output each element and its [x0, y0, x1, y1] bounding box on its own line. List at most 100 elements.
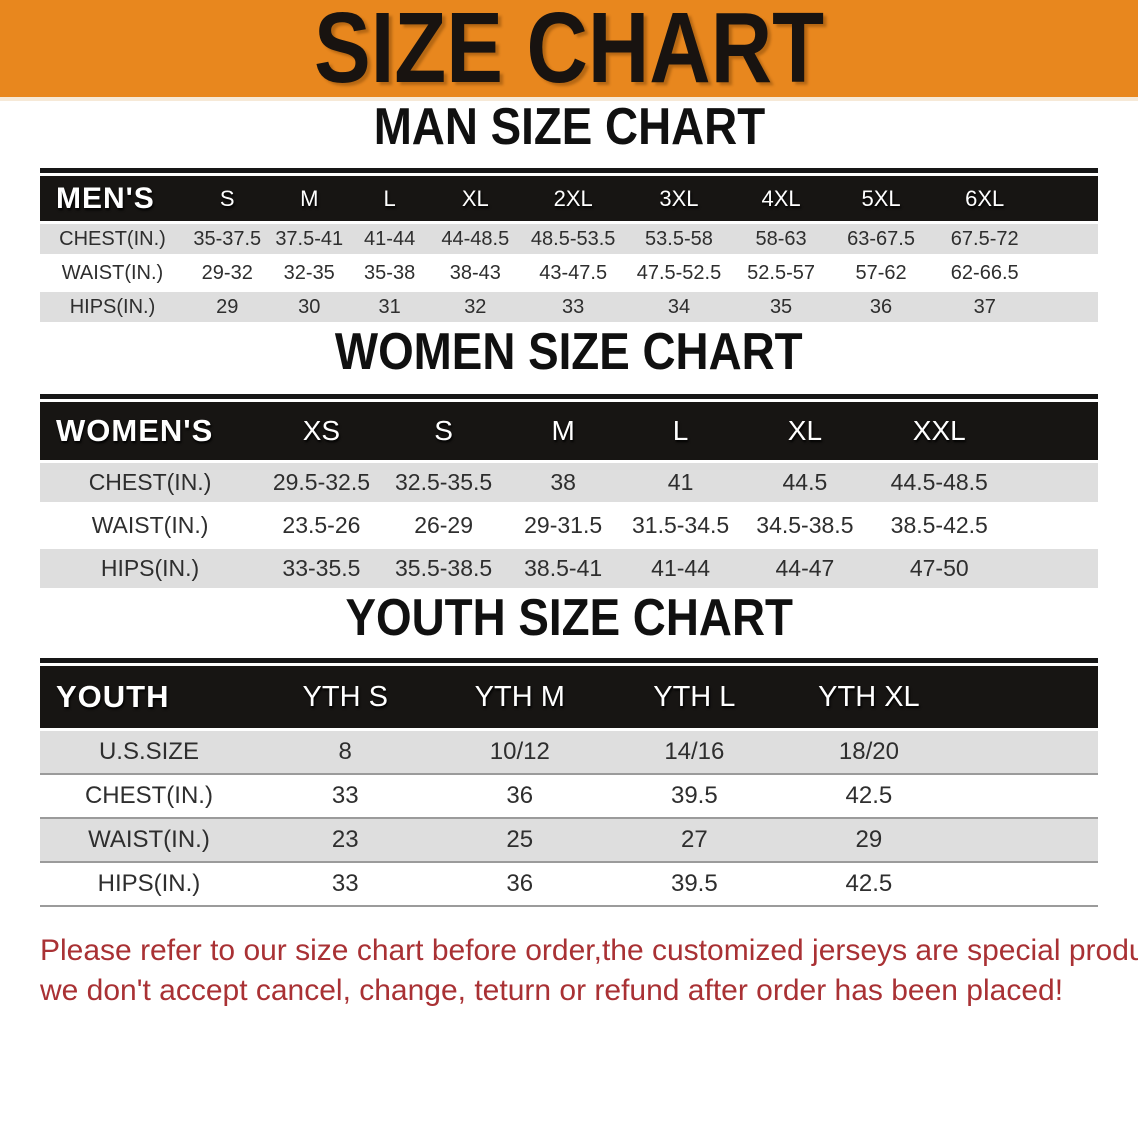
value-cell: 44.5: [739, 461, 871, 506]
value-cell: 29-31.5: [504, 504, 622, 549]
value-cell: 29: [781, 818, 957, 863]
value-cell: 27: [607, 818, 782, 863]
value-cell: 57-62: [830, 256, 932, 292]
value-cell: 18/20: [781, 729, 957, 775]
value-cell: 34.5-38.5: [739, 504, 871, 549]
size-column-header: M: [504, 402, 622, 463]
value-cell: 35: [731, 290, 831, 326]
value-cell: 35.5-38.5: [382, 547, 505, 592]
spacer-cell: [1037, 176, 1098, 224]
size-column-header: 5XL: [830, 176, 932, 224]
value-cell: 31.5-34.5: [621, 504, 740, 549]
size-column-header: YTH XL: [781, 666, 957, 731]
spacer-cell: [1008, 402, 1098, 463]
measurement-row: CHEST(IN.) 29.5-32.5 32.5-35.5 38 41 44.5 44.5…: [40, 461, 1098, 506]
value-cell: 43-47.5: [520, 256, 627, 292]
value-cell: 39.5: [607, 862, 782, 907]
value-cell: 32: [430, 290, 521, 326]
footer-note: Please refer to our size chart before or…: [40, 931, 1138, 1011]
value-cell: 25: [432, 818, 608, 863]
size-column-header: 3XL: [626, 176, 732, 224]
value-cell: 37: [931, 290, 1038, 326]
value-cell: 36: [432, 862, 608, 907]
row-label: CHEST(IN.): [40, 461, 261, 506]
table-group-label: WOMEN'S: [40, 402, 261, 463]
measurement-row: WAIST(IN.) 29-32 32-35 35-38 38-43 43-47.5 47.…: [40, 256, 1098, 292]
footer-note-line2: we don't accept cancel, change, teturn o…: [40, 974, 1064, 1007]
spacer-cell: [1037, 256, 1098, 292]
size-column-header: S: [184, 176, 270, 224]
row-label: WAIST(IN.): [40, 818, 258, 863]
size-column-header: 2XL: [520, 176, 627, 224]
value-cell: 38.5-41: [504, 547, 622, 592]
size-column-header: S: [382, 402, 505, 463]
row-label: HIPS(IN.): [40, 862, 258, 907]
row-label: HIPS(IN.): [40, 290, 185, 326]
value-cell: 47-50: [870, 547, 1009, 592]
value-cell: 10/12: [432, 729, 608, 775]
size-column-header: L: [348, 176, 431, 224]
row-label: HIPS(IN.): [40, 547, 261, 592]
value-cell: 33: [257, 862, 433, 907]
spacer-cell: [1008, 461, 1098, 506]
value-cell: 35-37.5: [184, 222, 270, 258]
value-cell: 48.5-53.5: [520, 222, 627, 258]
value-cell: 58-63: [731, 222, 831, 258]
size-header-row: YOUTH YTH S YTH M YTH L YTH XL: [40, 666, 1098, 731]
spacer-cell: [956, 666, 1098, 731]
size-column-header: YTH S: [257, 666, 433, 731]
youth-section-heading: YOUTH SIZE CHART: [0, 592, 1138, 644]
value-cell: 42.5: [781, 862, 957, 907]
youth-section-heading-text: YOUTH SIZE CHART: [345, 589, 793, 647]
women-section-heading: WOMEN SIZE CHART: [0, 326, 1138, 378]
value-cell: 44.5-48.5: [870, 461, 1009, 506]
row-label: WAIST(IN.): [40, 256, 185, 292]
measurement-row: HIPS(IN.) 33 36 39.5 42.5: [40, 862, 1098, 907]
men-size-table: MEN'S S M L XL 2XL 3XL 4XL 5XL 6XL CHEST(IN.) 35-37…: [40, 176, 1098, 326]
size-column-header: 6XL: [931, 176, 1038, 224]
value-cell: 38.5-42.5: [870, 504, 1009, 549]
spacer-cell: [1037, 290, 1098, 326]
measurement-row: CHEST(IN.) 35-37.5 37.5-41 41-44 44-48.5 48.5…: [40, 222, 1098, 258]
value-cell: 23: [257, 818, 433, 863]
size-column-header: XL: [739, 402, 871, 463]
row-label: WAIST(IN.): [40, 504, 261, 549]
value-cell: 42.5: [781, 774, 957, 819]
measurement-row: HIPS(IN.) 33-35.5 35.5-38.5 38.5-41 41-44 44-…: [40, 547, 1098, 592]
women-size-table: WOMEN'S XS S M L XL XXL CHEST(IN.) 29.5-32.5 32.5…: [40, 402, 1098, 592]
value-cell: 67.5-72: [931, 222, 1038, 258]
value-cell: 8: [257, 729, 433, 775]
size-column-header: L: [621, 402, 740, 463]
value-cell: 33: [520, 290, 627, 326]
value-cell: 35-38: [348, 256, 431, 292]
value-cell: 33: [257, 774, 433, 819]
measurement-row: WAIST(IN.) 23.5-26 26-29 29-31.5 31.5-34.5 34…: [40, 504, 1098, 549]
women-table-top-border: [40, 394, 1098, 399]
value-cell: 53.5-58: [626, 222, 732, 258]
value-cell: 29: [184, 290, 270, 326]
value-cell: 41-44: [621, 547, 740, 592]
value-cell: 44-48.5: [430, 222, 521, 258]
value-cell: 38: [504, 461, 622, 506]
value-cell: 44-47: [739, 547, 871, 592]
youth-table-wrap: YOUTH YTH S YTH M YTH L YTH XL U.S.SIZE 8 10/12…: [40, 658, 1098, 907]
size-column-header: XL: [430, 176, 521, 224]
value-cell: 33-35.5: [260, 547, 383, 592]
spacer-cell: [1008, 547, 1098, 592]
measurement-row: U.S.SIZE 8 10/12 14/16 18/20: [40, 729, 1098, 775]
value-cell: 26-29: [382, 504, 505, 549]
men-section-heading-text: MAN SIZE CHART: [373, 98, 765, 156]
value-cell: 38-43: [430, 256, 521, 292]
value-cell: 14/16: [607, 729, 782, 775]
table-group-label: MEN'S: [40, 176, 185, 224]
banner-title: SIZE CHART: [314, 0, 824, 104]
size-column-header: XS: [260, 402, 383, 463]
value-cell: 41: [621, 461, 740, 506]
value-cell: 41-44: [348, 222, 431, 258]
value-cell: 31: [348, 290, 431, 326]
spacer-cell: [956, 774, 1098, 819]
size-header-row: WOMEN'S XS S M L XL XXL: [40, 402, 1098, 463]
value-cell: 23.5-26: [260, 504, 383, 549]
spacer-cell: [1037, 222, 1098, 258]
